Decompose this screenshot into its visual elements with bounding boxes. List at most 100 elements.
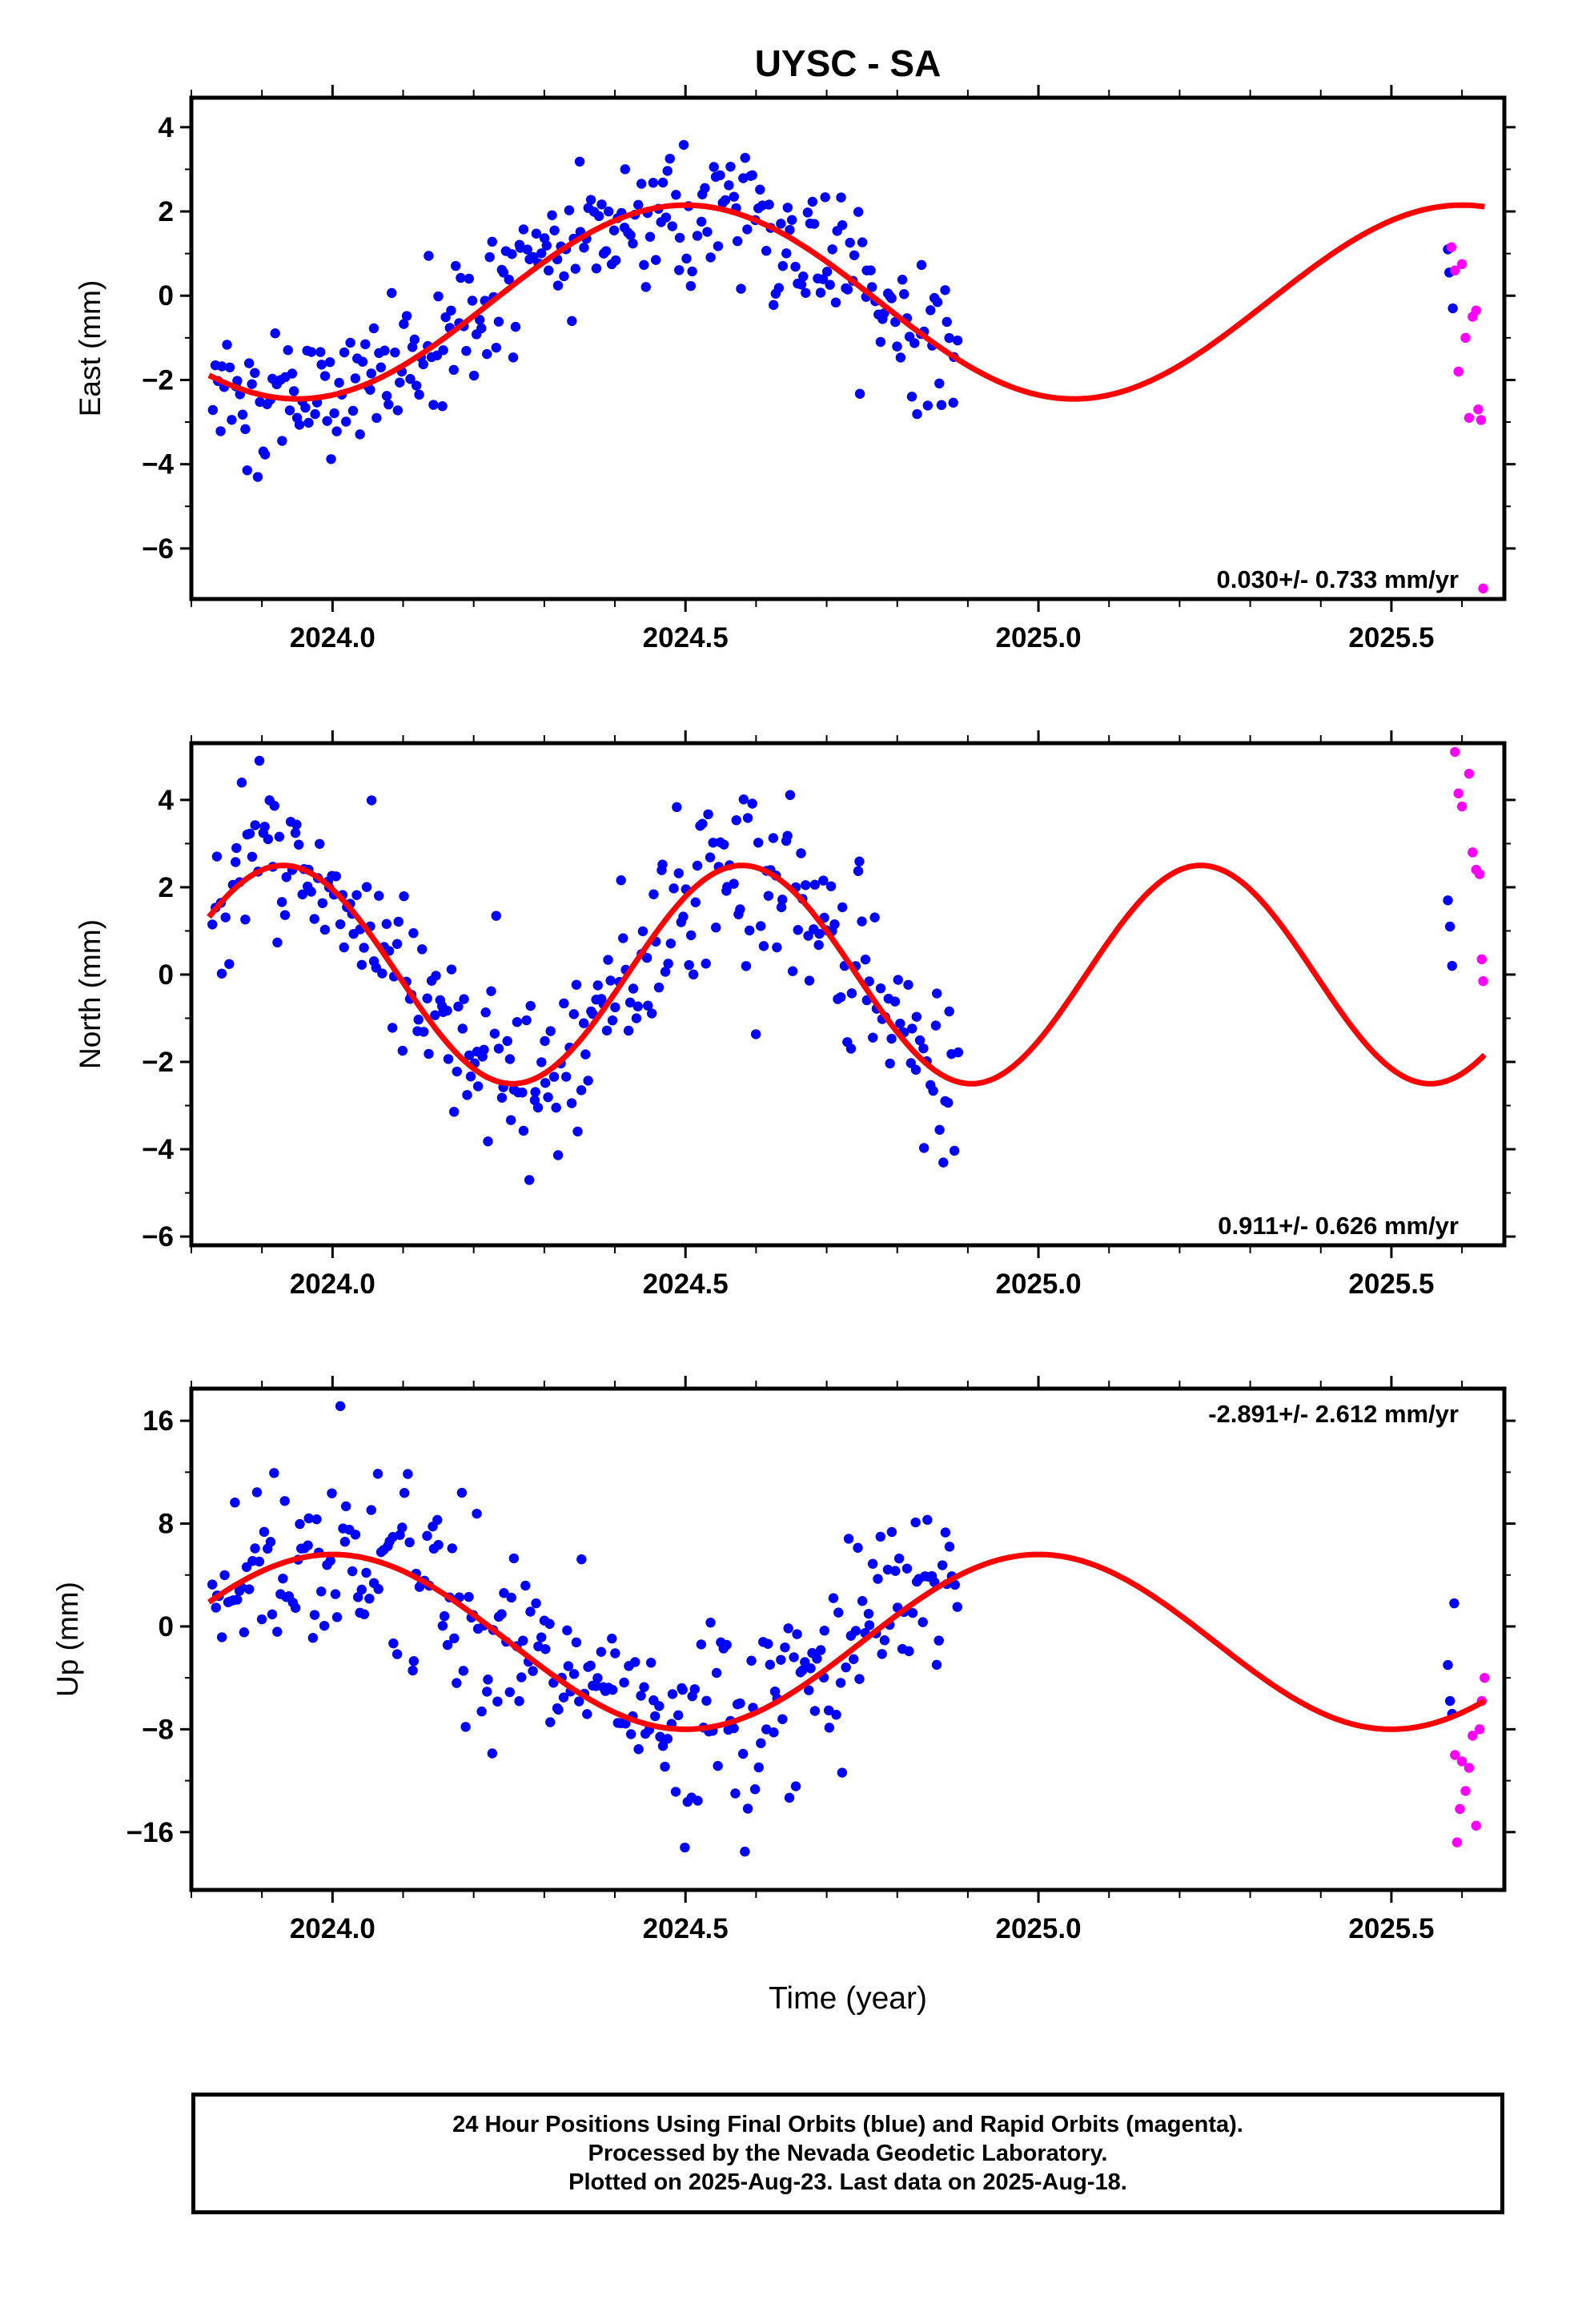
final-orbit-point <box>392 405 404 416</box>
final-orbit-point <box>381 919 392 929</box>
rapid-orbit-point <box>1476 415 1487 425</box>
final-orbit-point <box>359 943 369 953</box>
final-orbit-point <box>729 191 739 202</box>
rapid-orbit-point <box>1473 404 1484 415</box>
final-orbit-point <box>422 993 432 1003</box>
final-orbit-point <box>749 1784 761 1795</box>
final-orbit-point <box>549 225 560 235</box>
final-orbit-point <box>784 1792 795 1803</box>
final-orbit-point <box>640 282 651 292</box>
final-orbit-point <box>825 881 837 891</box>
final-orbit-point <box>603 955 613 965</box>
final-orbit-point <box>701 959 711 969</box>
final-orbit-point <box>319 924 331 935</box>
final-orbit-point <box>350 1530 361 1540</box>
final-orbit-point <box>725 161 736 172</box>
final-orbit-point <box>700 183 710 194</box>
final-orbit-point <box>207 1579 218 1590</box>
final-orbit-point <box>593 211 604 222</box>
final-orbit-point <box>809 219 820 229</box>
final-orbit-point <box>820 192 830 203</box>
chart-title: UYSC - SA <box>755 42 942 84</box>
x-tick-label: 2024.0 <box>290 622 375 653</box>
final-orbit-point <box>746 1655 757 1666</box>
final-orbit-point <box>347 405 359 416</box>
final-orbit-point <box>547 210 557 220</box>
final-orbit-point <box>910 1517 921 1528</box>
final-orbit-point <box>853 207 864 217</box>
final-orbit-point <box>653 982 665 993</box>
final-orbit-point <box>705 1617 716 1628</box>
final-orbit-point <box>207 919 218 930</box>
final-orbit-point <box>610 255 621 266</box>
final-orbit-point <box>474 315 485 325</box>
final-orbit-point <box>790 1781 801 1791</box>
final-orbit-point <box>319 1620 330 1631</box>
final-orbit-point <box>657 859 668 870</box>
final-orbit-point <box>719 839 729 850</box>
final-orbit-point <box>373 1583 383 1594</box>
final-orbit-point <box>279 1496 290 1506</box>
y-axis-label: East (mm) <box>74 280 106 417</box>
rapid-orbit-point <box>1474 869 1485 879</box>
final-orbit-point <box>809 879 821 890</box>
final-orbit-point <box>949 1145 960 1156</box>
final-orbit-point <box>821 266 833 277</box>
final-orbit-point <box>504 1687 515 1698</box>
final-orbit-point <box>487 236 497 247</box>
rapid-orbit-point <box>1468 847 1478 858</box>
final-orbit-point <box>669 883 679 894</box>
final-orbit-point <box>278 1573 288 1584</box>
final-orbit-point <box>578 1018 589 1028</box>
final-orbit-point <box>625 1729 636 1739</box>
final-orbit-point <box>709 162 719 172</box>
y-tick-label: −6 <box>142 1221 174 1252</box>
final-orbit-point <box>350 373 361 384</box>
final-orbit-point <box>252 472 263 482</box>
final-orbit-point <box>819 1625 829 1636</box>
panel-frame <box>189 95 1507 601</box>
final-orbit-point <box>756 921 766 931</box>
final-orbit-point <box>608 225 620 235</box>
final-orbit-point <box>877 1649 887 1659</box>
final-orbit-point <box>239 1627 250 1638</box>
final-orbit-point <box>692 231 703 241</box>
final-orbit-point <box>339 1537 351 1547</box>
rapid-orbit-point <box>1464 1763 1475 1773</box>
final-orbit-point <box>456 272 466 283</box>
final-orbit-point <box>736 283 746 294</box>
final-orbit-point <box>564 205 575 215</box>
x-tick-label: 2025.0 <box>996 1269 1082 1300</box>
final-orbit-point <box>633 1744 644 1755</box>
final-orbit-point <box>802 207 813 218</box>
final-orbit-point <box>531 1598 541 1609</box>
y-tick-label: 2 <box>159 872 174 903</box>
final-orbit-point <box>643 1000 653 1011</box>
panel-frame <box>189 741 1507 1248</box>
final-orbit-point <box>491 911 501 921</box>
final-orbit-point <box>843 1534 854 1544</box>
x-tick-label: 2025.0 <box>996 622 1082 653</box>
final-orbit-point <box>576 1085 587 1096</box>
final-orbit-point <box>912 408 922 420</box>
final-orbit-point <box>910 1064 921 1076</box>
final-orbit-point <box>938 1157 949 1168</box>
final-orbit-point <box>224 362 235 372</box>
final-orbit-point <box>932 297 943 308</box>
final-orbit-point <box>715 170 725 181</box>
final-orbit-point <box>512 1017 523 1027</box>
final-orbit-point <box>453 1001 464 1012</box>
final-orbit-point <box>211 851 223 862</box>
final-orbit-point <box>456 1487 468 1498</box>
final-orbit-point <box>758 941 769 951</box>
final-orbit-point <box>391 939 403 949</box>
final-orbit-point <box>447 1543 457 1554</box>
rapid-orbit-point <box>1464 412 1475 423</box>
rapid-orbit-point <box>1476 954 1487 965</box>
final-orbit-point <box>596 199 607 210</box>
final-orbit-point <box>446 964 457 975</box>
final-orbit-point <box>765 1659 776 1670</box>
final-orbit-point <box>303 1540 313 1550</box>
final-orbit-point <box>655 1731 665 1742</box>
final-orbit-point <box>364 1594 375 1604</box>
